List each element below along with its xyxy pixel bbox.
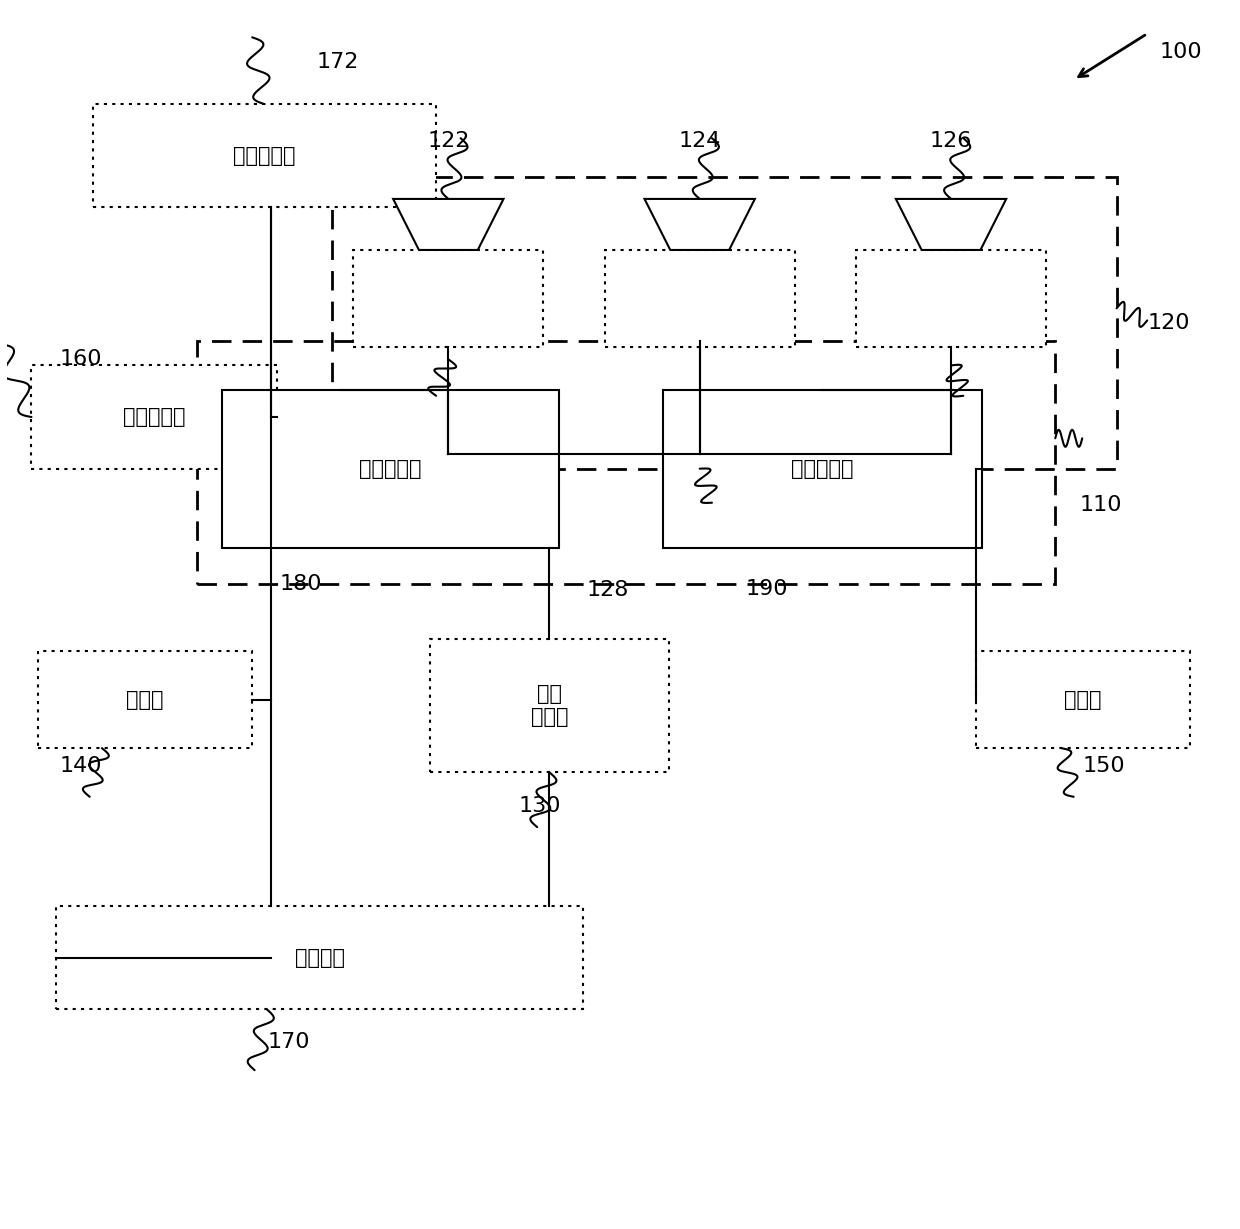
Bar	[332, 177, 1116, 468]
Text: 100: 100	[1159, 42, 1202, 61]
Text: 无线收发器: 无线收发器	[233, 146, 295, 166]
Bar	[856, 249, 1047, 347]
Bar	[197, 342, 1055, 584]
Text: 126: 126	[930, 130, 972, 151]
Text: 存储器: 存储器	[1064, 689, 1101, 709]
Text: 180: 180	[280, 574, 322, 594]
Text: 用户界面: 用户界面	[295, 948, 345, 967]
Text: 图像处理器: 图像处理器	[791, 458, 853, 478]
Bar	[222, 390, 559, 548]
Bar	[430, 639, 670, 773]
Text: 128: 128	[587, 580, 629, 600]
Polygon shape	[393, 199, 503, 249]
Text: 190: 190	[746, 579, 789, 599]
Bar	[93, 104, 436, 208]
Bar	[31, 365, 277, 468]
Text: 140: 140	[60, 756, 102, 777]
Text: 位置
传感器: 位置 传感器	[531, 685, 568, 728]
Text: 存储器: 存储器	[126, 689, 164, 709]
Text: 122: 122	[427, 130, 470, 151]
Bar	[56, 906, 583, 1009]
Text: 124: 124	[678, 130, 720, 151]
Bar	[605, 249, 795, 347]
Polygon shape	[645, 199, 755, 249]
Bar	[353, 249, 543, 347]
Text: 160: 160	[60, 349, 102, 370]
Text: 172: 172	[316, 52, 360, 71]
Text: 170: 170	[268, 1032, 310, 1052]
Text: 130: 130	[520, 796, 562, 816]
Bar	[37, 651, 252, 748]
Bar	[663, 390, 982, 548]
Text: 应用处理器: 应用处理器	[358, 458, 422, 478]
Text: 150: 150	[1083, 756, 1126, 777]
Text: 地图数据库: 地图数据库	[123, 407, 185, 426]
Polygon shape	[895, 199, 1006, 249]
Bar	[976, 651, 1190, 748]
Text: 110: 110	[1080, 495, 1122, 515]
Text: 120: 120	[1147, 313, 1189, 333]
